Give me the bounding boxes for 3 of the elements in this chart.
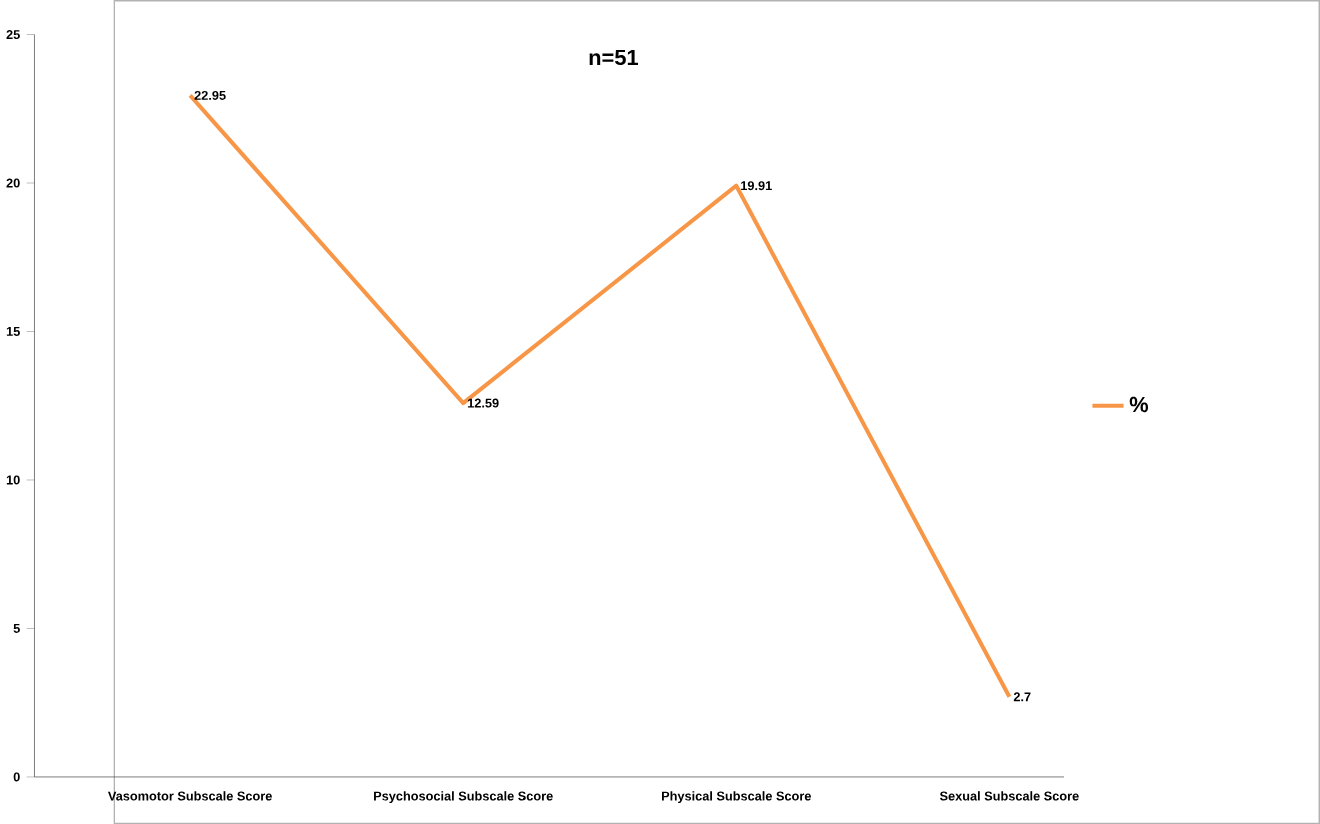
text: n=51 [589,49,638,65]
line-series [188,93,1012,699]
legend-label: % [1129,396,1149,412]
